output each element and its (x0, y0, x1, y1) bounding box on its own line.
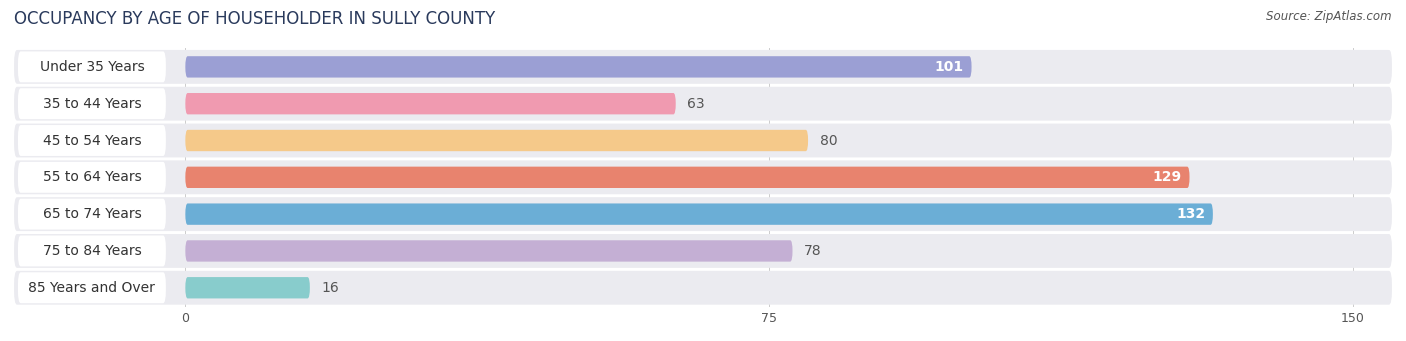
FancyBboxPatch shape (14, 160, 1392, 194)
FancyBboxPatch shape (186, 204, 1213, 225)
FancyBboxPatch shape (186, 56, 972, 77)
Text: OCCUPANCY BY AGE OF HOUSEHOLDER IN SULLY COUNTY: OCCUPANCY BY AGE OF HOUSEHOLDER IN SULLY… (14, 10, 495, 28)
FancyBboxPatch shape (18, 51, 166, 82)
Text: 85 Years and Over: 85 Years and Over (28, 281, 155, 295)
Text: Under 35 Years: Under 35 Years (39, 60, 145, 74)
FancyBboxPatch shape (14, 197, 1392, 231)
FancyBboxPatch shape (14, 271, 1392, 305)
Text: 65 to 74 Years: 65 to 74 Years (42, 207, 141, 221)
FancyBboxPatch shape (14, 123, 1392, 158)
FancyBboxPatch shape (18, 162, 166, 193)
Text: Source: ZipAtlas.com: Source: ZipAtlas.com (1267, 10, 1392, 23)
Text: 129: 129 (1153, 170, 1182, 184)
Text: 101: 101 (935, 60, 963, 74)
Text: 35 to 44 Years: 35 to 44 Years (42, 97, 141, 111)
FancyBboxPatch shape (186, 167, 1189, 188)
FancyBboxPatch shape (14, 50, 1392, 84)
FancyBboxPatch shape (186, 93, 676, 114)
Text: 55 to 64 Years: 55 to 64 Years (42, 170, 141, 184)
FancyBboxPatch shape (18, 125, 166, 156)
FancyBboxPatch shape (18, 199, 166, 229)
Text: 75 to 84 Years: 75 to 84 Years (42, 244, 141, 258)
Text: 16: 16 (322, 281, 339, 295)
FancyBboxPatch shape (14, 87, 1392, 121)
FancyBboxPatch shape (18, 88, 166, 119)
Text: 80: 80 (820, 134, 838, 148)
FancyBboxPatch shape (186, 240, 793, 262)
FancyBboxPatch shape (186, 277, 309, 298)
Text: 63: 63 (688, 97, 704, 111)
FancyBboxPatch shape (18, 236, 166, 266)
FancyBboxPatch shape (14, 234, 1392, 268)
Text: 45 to 54 Years: 45 to 54 Years (42, 134, 141, 148)
FancyBboxPatch shape (18, 272, 166, 303)
FancyBboxPatch shape (186, 130, 808, 151)
Text: 132: 132 (1175, 207, 1205, 221)
Text: 78: 78 (804, 244, 823, 258)
